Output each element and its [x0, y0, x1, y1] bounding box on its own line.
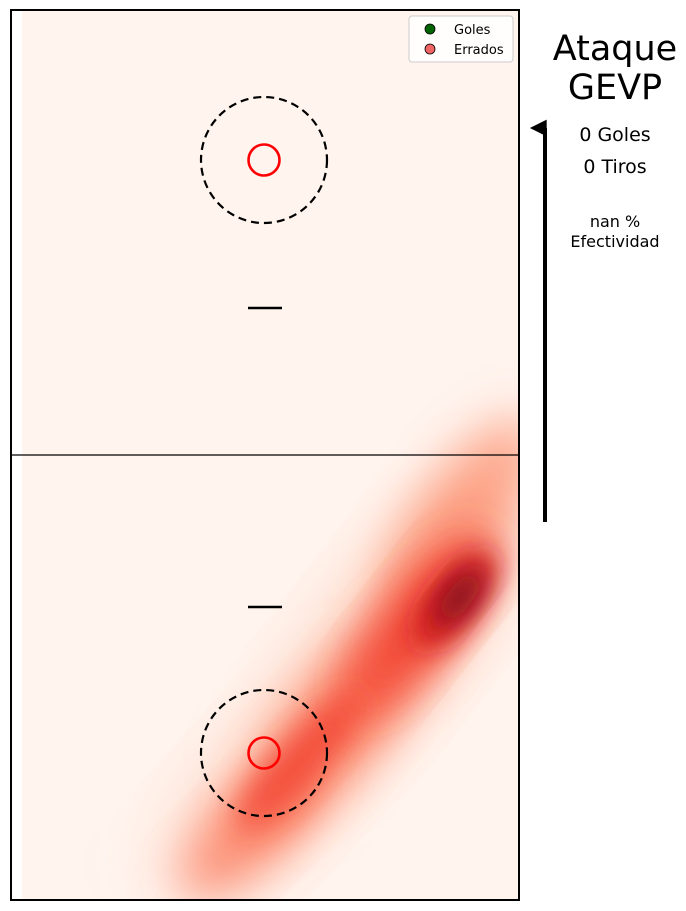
effectiveness-value: nan %	[589, 212, 641, 231]
legend: Goles Errados	[408, 15, 514, 63]
chart-title: Ataque GEVP	[552, 29, 678, 108]
key-circle-bottom	[199, 688, 329, 818]
density-blob-6	[237, 691, 363, 829]
legend-label-goles: Goles	[454, 23, 491, 38]
hoop-top	[247, 143, 281, 177]
density-blob-8	[437, 570, 483, 624]
density-blob-2	[382, 418, 519, 622]
shot-density	[176, 418, 519, 898]
legend-marker-goles	[424, 23, 436, 35]
legend-marker-errados	[424, 43, 436, 55]
goals-count: 0 Goles	[579, 124, 651, 146]
legend-label-errados: Errados	[454, 43, 504, 58]
effectiveness-label: Efectividad	[570, 232, 660, 251]
key-circle-top	[199, 95, 329, 225]
hoop-bottom	[247, 736, 281, 770]
shots-count: 0 Tiros	[583, 156, 647, 178]
court-lines	[10, 9, 520, 901]
effectiveness: nan % Efectividad	[545, 212, 685, 252]
